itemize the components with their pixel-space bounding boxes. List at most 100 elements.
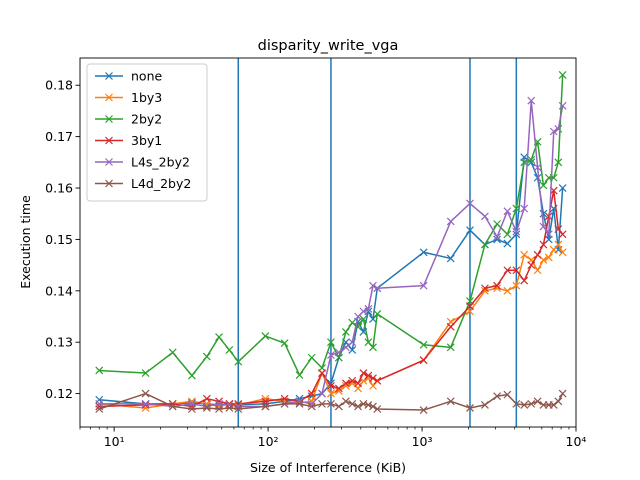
data-point	[369, 281, 377, 290]
data-point	[549, 400, 558, 409]
data-point	[373, 284, 382, 293]
data-point	[539, 209, 548, 218]
data-point	[327, 389, 335, 398]
x-axis: 10¹ 10² 10³ 10⁴	[79, 427, 586, 449]
data-point	[419, 406, 428, 414]
legend-label: 1by3	[131, 90, 162, 105]
legend: none 1by3 2by2 3by1 L4s_2by2 L4d_2by2	[86, 63, 208, 202]
legend-item-2by2: 2by2	[95, 112, 162, 127]
y-tick-label: 0.17	[45, 129, 73, 144]
legend-item-3by1: 3by1	[95, 133, 162, 148]
data-point	[466, 302, 474, 311]
data-point	[493, 392, 502, 401]
data-point	[503, 266, 512, 275]
data-point	[318, 369, 326, 377]
y-tick-label: 0.16	[45, 181, 73, 196]
data-point	[539, 240, 548, 249]
data-point	[234, 405, 243, 413]
y-tick-label: 0.13	[45, 335, 73, 350]
data-point	[520, 250, 529, 259]
data-point	[215, 333, 223, 341]
data-point	[307, 402, 316, 411]
data-point	[280, 399, 289, 408]
legend-marker	[105, 179, 113, 188]
data-point	[307, 389, 316, 398]
data-point	[359, 369, 368, 377]
data-point	[318, 399, 326, 408]
data-point	[364, 400, 373, 409]
data-point	[369, 343, 377, 352]
data-point	[341, 327, 350, 336]
data-point	[141, 400, 150, 409]
data-point	[348, 399, 357, 408]
data-point	[520, 400, 529, 409]
x-tick-label: 10¹	[104, 434, 125, 449]
data-point	[354, 402, 362, 411]
data-point	[327, 351, 335, 359]
data-point	[225, 345, 234, 354]
data-point	[558, 230, 567, 239]
plot-frame	[79, 57, 577, 428]
data-point	[554, 240, 563, 249]
data-point	[539, 181, 548, 190]
data-point	[327, 381, 335, 390]
data-point	[544, 253, 553, 262]
data-point	[503, 230, 512, 239]
data-point	[480, 284, 489, 293]
x-axis-label: Size of Interference (KiB)	[250, 460, 406, 475]
data-point	[334, 384, 343, 393]
data-point	[95, 405, 104, 413]
data-point	[512, 281, 521, 290]
data-point	[527, 96, 536, 105]
data-point	[558, 184, 567, 192]
data-point	[533, 173, 542, 182]
data-point	[141, 399, 150, 408]
data-point	[334, 348, 343, 357]
data-point	[334, 387, 343, 395]
data-point	[558, 389, 567, 398]
data-point	[512, 399, 521, 408]
data-point	[141, 389, 150, 398]
data-point	[446, 343, 455, 352]
data-point	[503, 239, 512, 248]
data-point	[493, 232, 502, 241]
data-point	[549, 127, 558, 136]
data-point	[168, 348, 177, 357]
data-point	[225, 404, 234, 412]
data-point	[503, 390, 512, 399]
series-markers-2by2	[95, 71, 567, 380]
data-point	[544, 230, 553, 239]
data-point	[348, 345, 357, 354]
data-point	[503, 286, 512, 295]
data-point	[373, 310, 382, 318]
data-point	[520, 276, 529, 285]
data-point	[512, 204, 521, 213]
data-point	[261, 332, 270, 340]
data-point	[419, 281, 428, 290]
data-point	[480, 212, 489, 221]
data-point	[533, 266, 542, 275]
data-point	[327, 399, 335, 408]
data-point	[373, 376, 382, 385]
data-point	[419, 340, 428, 349]
data-point	[533, 397, 542, 406]
data-point	[493, 235, 502, 244]
data-point	[202, 394, 211, 403]
data-point	[327, 338, 335, 347]
data-point	[215, 405, 223, 413]
data-point	[533, 163, 542, 172]
data-point	[141, 369, 150, 377]
data-point	[354, 379, 362, 388]
data-point	[520, 204, 529, 213]
data-point	[369, 374, 377, 383]
data-point	[364, 371, 373, 380]
data-point	[225, 400, 234, 409]
data-point	[334, 402, 343, 411]
legend-marker	[105, 72, 113, 80]
chart-title: disparity_write_vga	[258, 38, 399, 54]
data-point	[341, 379, 350, 388]
data-point	[527, 155, 536, 164]
legend-item-1by3: 1by3	[95, 90, 162, 105]
legend-item-l4s-2by2: L4s_2by2	[95, 155, 190, 170]
